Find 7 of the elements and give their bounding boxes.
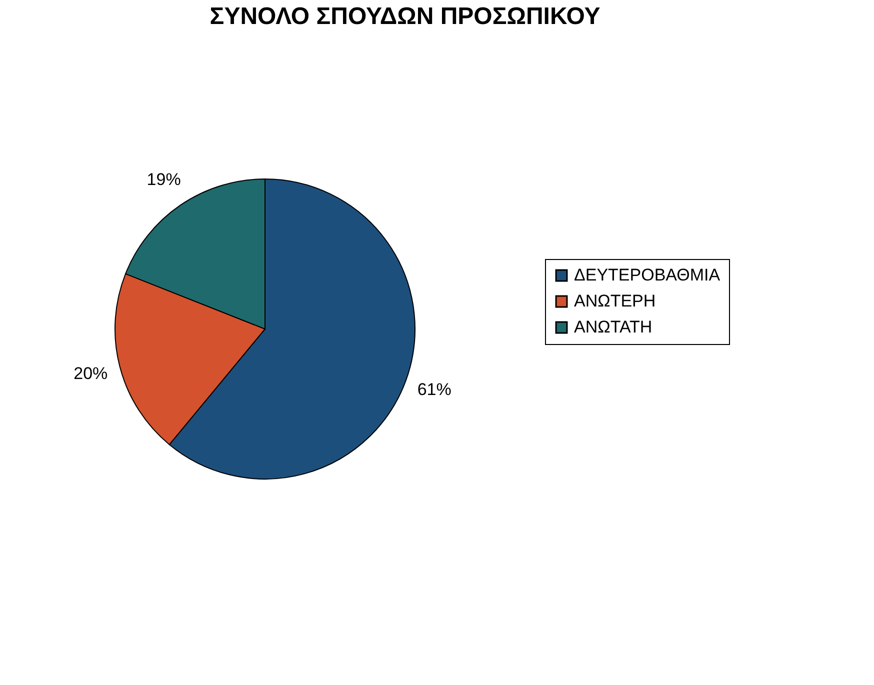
legend-label: ΑΝΩΤΕΡΗ [574, 292, 656, 310]
data-label: 19% [146, 170, 181, 190]
data-label: 20% [74, 364, 108, 383]
chart-title: ΣΥΝΟΛΟ ΣΠΟΥΔΩΝ ΠΡΟΣΩΠΙΚΟΥ [210, 3, 600, 30]
data-label: 61% [417, 380, 452, 399]
legend-label: ΑΝΩΤΑΤΗ [574, 318, 652, 336]
legend-label: ΔΕΥΤΕΡΟΒΑΘΜΙΑ [574, 266, 721, 284]
